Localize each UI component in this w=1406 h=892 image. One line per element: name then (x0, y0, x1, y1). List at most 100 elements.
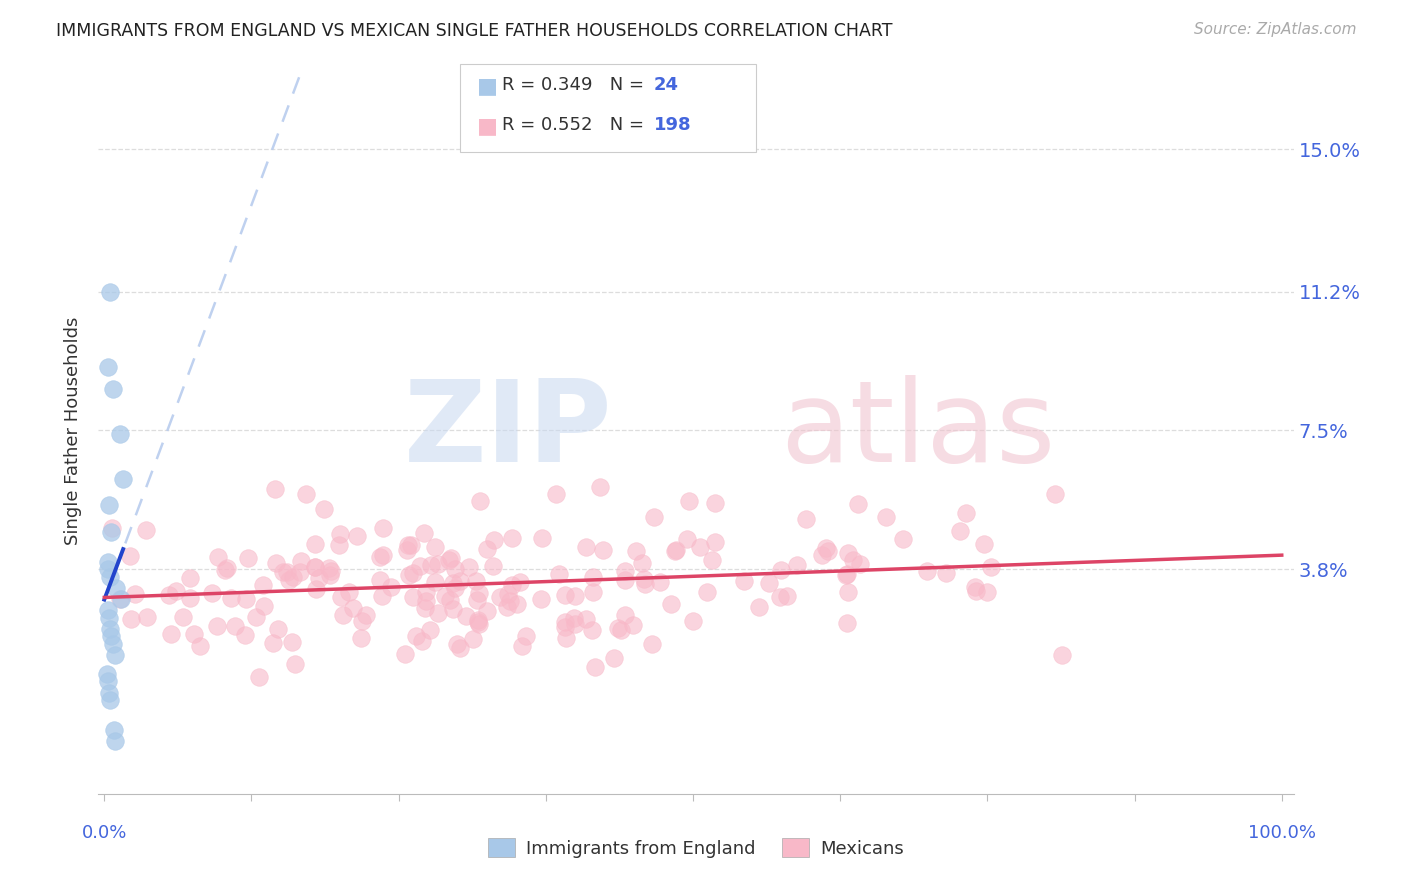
Point (401, 566, 423, 581)
Point (458, 560, 481, 574)
Point (564, 589, 586, 603)
Point (467, 615, 489, 629)
Point (475, 541, 498, 556)
Point (614, 564, 637, 578)
Point (835, 616, 858, 631)
Point (501, 577, 523, 591)
Point (304, 537, 326, 551)
Point (837, 585, 859, 599)
Point (278, 574, 301, 588)
Point (648, 575, 671, 590)
Point (97, 603, 120, 617)
Text: atlas: atlas (779, 375, 1054, 486)
Point (499, 594, 522, 608)
Point (419, 558, 441, 573)
Point (110, 592, 132, 607)
Point (105, 581, 128, 595)
Point (554, 588, 576, 602)
Point (770, 563, 793, 577)
Point (124, 587, 146, 601)
Point (423, 575, 446, 590)
Point (98, 693, 121, 707)
Point (758, 576, 780, 591)
Point (661, 597, 683, 611)
Point (415, 600, 437, 615)
Point (101, 637, 124, 651)
Point (402, 590, 425, 604)
Point (468, 617, 491, 632)
Point (262, 635, 284, 649)
Point (965, 584, 987, 599)
Point (97, 555, 120, 569)
Point (815, 541, 838, 555)
Point (252, 578, 274, 592)
Point (548, 567, 571, 582)
Point (817, 544, 839, 558)
Point (97, 674, 120, 689)
Point (135, 610, 157, 624)
Point (506, 597, 529, 611)
Point (98, 622, 121, 636)
Text: ■: ■ (477, 116, 498, 136)
Point (515, 630, 537, 644)
Point (581, 623, 603, 637)
Point (449, 640, 471, 655)
Point (408, 558, 430, 573)
Point (276, 565, 298, 579)
Point (702, 553, 724, 567)
Point (1050, 648, 1073, 663)
Point (509, 574, 531, 589)
Point (475, 604, 498, 618)
Point (98, 611, 121, 625)
Point (284, 657, 307, 672)
Point (304, 559, 326, 574)
Point (440, 550, 463, 565)
Point (810, 549, 832, 563)
Point (104, 734, 127, 748)
Point (165, 583, 187, 598)
Point (135, 523, 157, 537)
Point (104, 648, 127, 663)
Point (980, 560, 1002, 574)
Point (97, 562, 120, 576)
Point (794, 512, 817, 526)
Point (696, 585, 718, 599)
Point (482, 558, 505, 573)
Point (103, 723, 125, 738)
Point (201, 586, 224, 600)
Point (281, 635, 304, 649)
Point (633, 572, 655, 586)
Text: 24: 24 (654, 76, 679, 94)
Point (665, 542, 688, 557)
Point (224, 619, 246, 633)
Point (444, 581, 467, 595)
Point (603, 651, 626, 665)
Point (531, 531, 554, 545)
Point (188, 639, 211, 653)
Point (354, 607, 377, 622)
Point (398, 568, 420, 582)
Point (842, 553, 865, 567)
Point (394, 647, 416, 661)
Point (607, 621, 630, 635)
Point (973, 537, 995, 551)
Text: R = 0.552   N =: R = 0.552 N = (502, 116, 650, 134)
Point (456, 608, 478, 623)
Point (582, 570, 605, 584)
Point (678, 493, 700, 508)
Point (562, 611, 585, 625)
Point (380, 580, 402, 594)
Point (267, 622, 290, 636)
Point (664, 544, 686, 558)
Point (157, 588, 180, 602)
Point (308, 571, 330, 585)
Point (247, 670, 270, 684)
Point (634, 576, 657, 591)
Point (643, 509, 665, 524)
Point (183, 626, 205, 640)
Point (583, 660, 606, 674)
Point (319, 568, 342, 582)
Point (917, 564, 939, 578)
Text: 100.0%: 100.0% (1247, 824, 1316, 842)
Point (281, 570, 304, 584)
